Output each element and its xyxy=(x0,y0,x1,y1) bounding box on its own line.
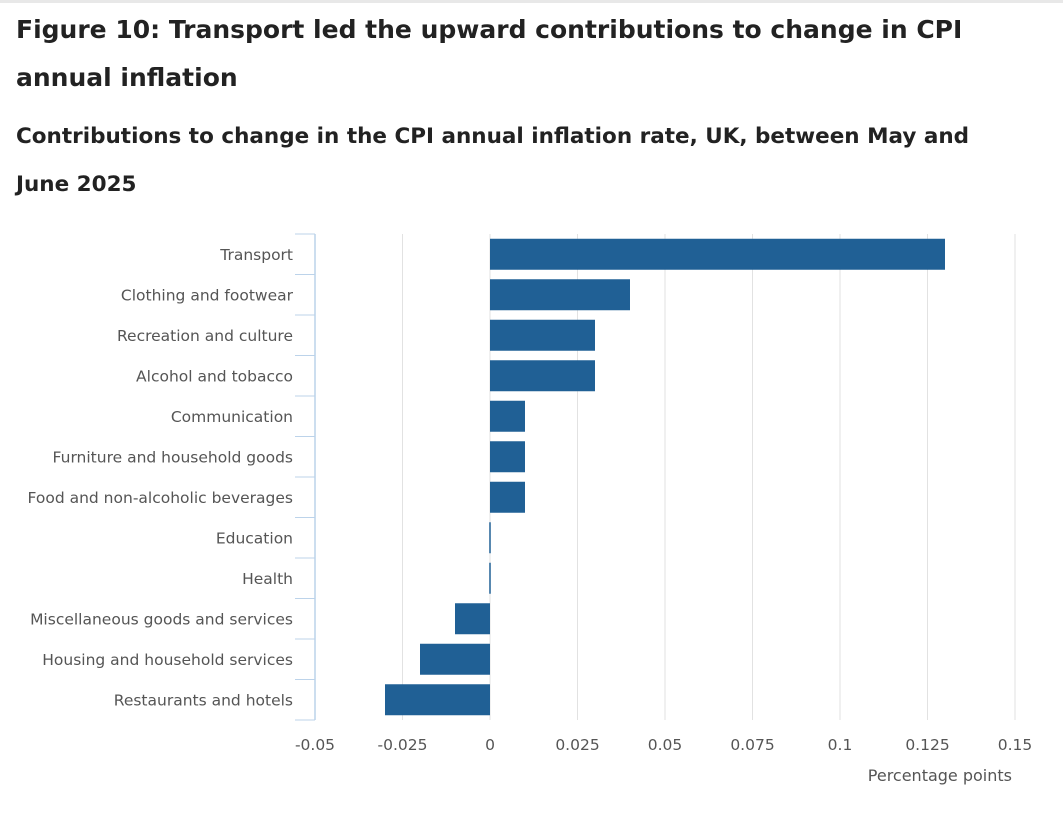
bar xyxy=(490,360,595,392)
x-tick-label: -0.05 xyxy=(295,736,335,754)
x-tick-label: 0.15 xyxy=(998,736,1033,754)
bar xyxy=(385,684,490,716)
category-label: Education xyxy=(216,529,293,547)
bar xyxy=(490,238,945,270)
top-divider xyxy=(0,0,1063,3)
gridlines xyxy=(402,234,1016,720)
category-label: Restaurants and hotels xyxy=(114,691,293,709)
category-label: Food and non-alcoholic beverages xyxy=(28,489,294,507)
x-tick-label: -0.025 xyxy=(378,736,428,754)
x-tick-label: 0 xyxy=(485,736,495,754)
category-label: Housing and household services xyxy=(42,651,293,669)
x-tick-label: 0.075 xyxy=(730,736,774,754)
bar xyxy=(420,643,490,675)
x-axis-title: Percentage points xyxy=(868,766,1012,785)
category-label: Miscellaneous goods and services xyxy=(30,610,293,628)
category-label: Transport xyxy=(219,246,293,264)
x-tick-label: 0.1 xyxy=(828,736,853,754)
x-tick-label: 0.125 xyxy=(905,736,949,754)
x-tick-label: 0.05 xyxy=(648,736,683,754)
bars xyxy=(385,238,945,716)
bar xyxy=(490,279,630,311)
x-tick-label: 0.025 xyxy=(555,736,599,754)
category-label: Furniture and household goods xyxy=(53,448,293,466)
bar xyxy=(455,603,490,635)
category-label: Alcohol and tobacco xyxy=(136,367,293,385)
x-tick-labels: -0.05 -0.025 0 0.025 0.05 0.075 0.1 0.125 0.15 xyxy=(295,736,1032,754)
bar xyxy=(489,522,491,554)
category-label: Recreation and culture xyxy=(117,327,293,345)
bar xyxy=(490,400,525,432)
bar xyxy=(490,481,525,513)
category-labels: Transport Clothing and footwear Recreation… xyxy=(28,246,294,710)
y-axis xyxy=(295,233,316,721)
category-label: Clothing and footwear xyxy=(121,286,294,304)
bar xyxy=(490,319,595,351)
category-label: Health xyxy=(242,570,293,588)
category-label: Communication xyxy=(171,408,293,426)
bar xyxy=(489,562,491,594)
chart-subtitle: Contributions to change in the CPI annua… xyxy=(16,124,970,197)
figure-title: Figure 10: Transport led the upward cont… xyxy=(16,15,963,92)
bar xyxy=(490,441,525,473)
